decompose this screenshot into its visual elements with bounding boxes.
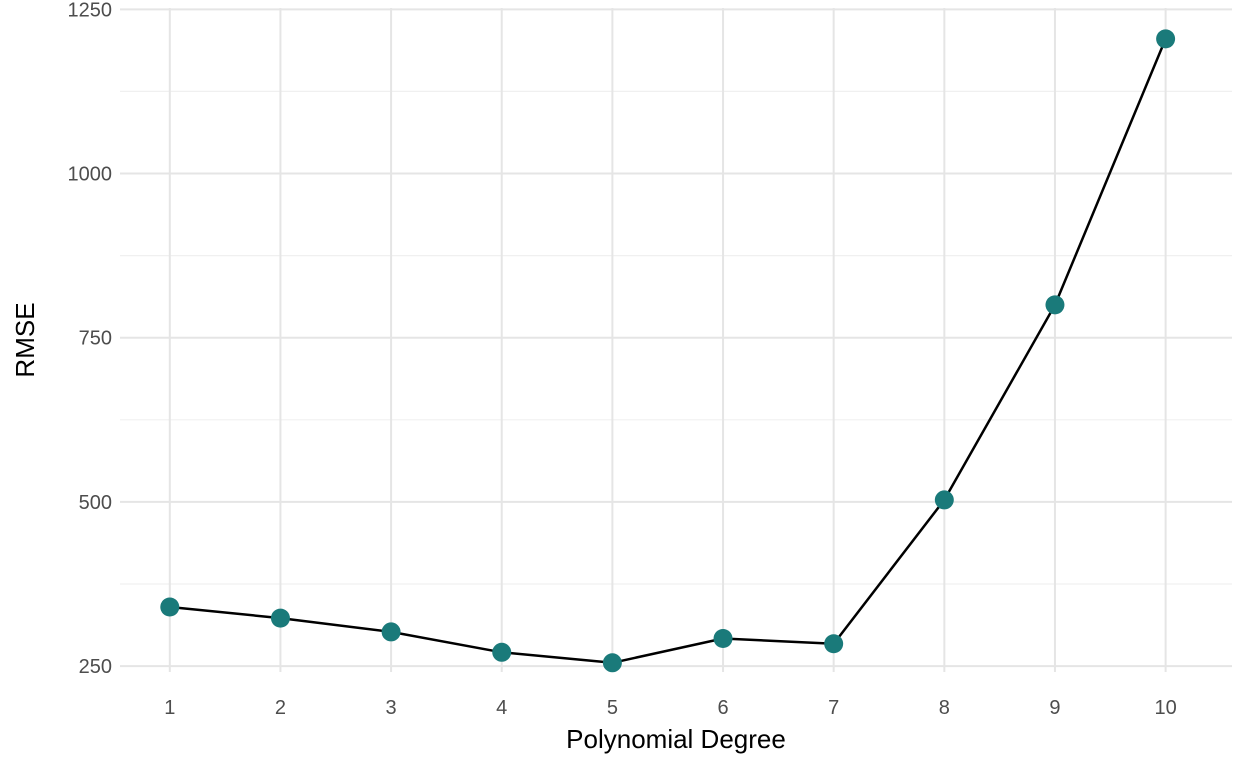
y-tick-label: 500 [79, 492, 112, 514]
x-tick-label: 5 [607, 697, 618, 719]
major-gridlines [120, 8, 1232, 672]
x-tick-label: 2 [275, 697, 286, 719]
data-point [1156, 29, 1176, 49]
data-point [713, 629, 733, 649]
data-point [270, 608, 290, 628]
minor-gridlines [120, 90, 1232, 585]
x-tick-label: 1 [164, 697, 175, 719]
data-point [381, 622, 401, 642]
data-point [824, 634, 844, 654]
series-line-group [169, 38, 1167, 665]
x-tick-label: 8 [939, 697, 950, 719]
y-tick-label: 750 [79, 328, 112, 350]
data-point [492, 642, 512, 662]
x-tick-label: 9 [1049, 697, 1060, 719]
y-tick-label: 1000 [68, 164, 113, 186]
data-point [160, 597, 180, 617]
x-tick-label: 7 [828, 697, 839, 719]
data-point [1045, 295, 1065, 315]
x-tick-label: 3 [386, 697, 397, 719]
x-tick-label: 10 [1154, 697, 1176, 719]
x-tick-label: 6 [717, 697, 728, 719]
y-tick-label: 1250 [68, 0, 113, 21]
y-axis-tick-labels: 250 500 750 1000 1250 [68, 0, 113, 678]
x-axis-title: Polynomial Degree [566, 724, 786, 754]
series-line [169, 38, 1167, 665]
x-axis-tick-labels: 1 2 3 4 5 6 7 8 9 10 [164, 697, 1177, 719]
x-tick-label: 4 [496, 697, 507, 719]
y-axis-title: RMSE [10, 302, 40, 377]
y-tick-label: 250 [79, 656, 112, 678]
series-points-group [160, 29, 1176, 673]
data-point [934, 490, 954, 510]
data-point [602, 653, 622, 673]
